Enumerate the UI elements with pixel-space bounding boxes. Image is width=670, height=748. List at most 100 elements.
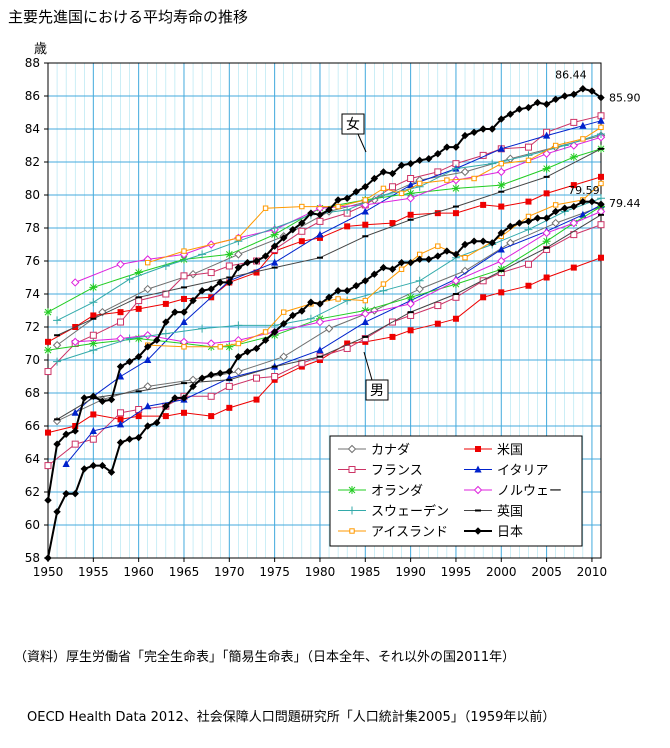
data-point <box>125 357 134 366</box>
y-axis-label: 歳 <box>34 42 47 57</box>
data-point <box>416 180 423 187</box>
data-point <box>407 211 414 218</box>
data-point <box>542 237 551 246</box>
data-point <box>361 277 370 285</box>
data-point <box>262 329 269 335</box>
data-point <box>425 255 433 264</box>
data-point <box>62 459 70 467</box>
data-point <box>234 263 243 272</box>
data-point <box>161 329 170 338</box>
data-point <box>289 311 297 320</box>
data-point <box>53 508 61 516</box>
data-point <box>398 266 405 272</box>
data-point <box>470 237 478 245</box>
data-point <box>117 416 124 423</box>
legend-label: フランス <box>371 464 423 479</box>
data-point <box>107 468 116 476</box>
data-point <box>44 368 52 376</box>
data-point <box>497 144 505 152</box>
data-point <box>498 160 504 167</box>
data-point <box>180 295 187 302</box>
data-point <box>488 239 496 247</box>
data-point <box>397 258 406 267</box>
data-point <box>497 265 506 274</box>
data-point <box>98 461 107 470</box>
y-tick-label: 58 <box>25 551 40 565</box>
data-point <box>480 201 487 208</box>
y-tick-label: 70 <box>25 353 40 367</box>
data-point <box>470 128 478 137</box>
data-point <box>134 268 143 277</box>
y-tick-label: 76 <box>25 254 40 268</box>
x-tick-label: 1995 <box>441 565 472 579</box>
data-point <box>525 282 532 289</box>
data-point <box>533 98 542 107</box>
data-point <box>62 430 70 438</box>
series-7 <box>54 147 604 421</box>
data-point <box>406 189 415 198</box>
data-point <box>471 175 477 182</box>
data-point <box>415 276 424 285</box>
series-line-male <box>56 197 602 363</box>
callout-pointer <box>363 351 373 381</box>
data-point <box>497 256 506 266</box>
data-point <box>307 209 315 217</box>
data-point <box>271 373 279 380</box>
data-point <box>279 234 288 242</box>
data-point <box>270 328 279 336</box>
data-point <box>542 214 551 222</box>
data-point <box>343 344 351 352</box>
y-tick-label: 82 <box>25 155 40 169</box>
callout-box <box>365 379 389 401</box>
data-point <box>388 265 397 273</box>
y-tick-label: 66 <box>25 419 40 433</box>
data-point <box>234 250 243 259</box>
data-point <box>406 293 415 302</box>
data-point <box>335 203 341 210</box>
data-point <box>270 242 279 250</box>
data-point <box>134 433 143 442</box>
data-point <box>343 205 352 214</box>
data-point <box>525 198 532 205</box>
data-point <box>325 206 333 214</box>
data-point <box>569 153 578 162</box>
data-point <box>460 266 470 276</box>
data-point <box>415 255 424 264</box>
data-point <box>460 167 470 177</box>
data-point <box>161 261 170 270</box>
x-tick-label: 2010 <box>577 565 608 579</box>
data-point <box>348 486 356 494</box>
data-point <box>143 284 152 294</box>
life-expectancy-chart: 1950 1955 1960 1965 1970 1975 1980 1985 1990 1995… <box>25 42 641 579</box>
value-annotation: 79.59 <box>568 184 600 197</box>
data-point <box>348 506 356 515</box>
data-point <box>153 418 161 427</box>
data-point <box>569 141 579 150</box>
legend-label: スウェーデン <box>371 504 449 520</box>
data-point <box>597 129 605 138</box>
data-point <box>406 194 415 203</box>
data-point <box>89 283 98 292</box>
data-point <box>434 150 442 158</box>
data-point <box>343 286 351 295</box>
data-point <box>207 371 215 379</box>
data-point <box>270 230 279 239</box>
data-point <box>44 554 52 562</box>
data-point <box>253 269 260 276</box>
data-point <box>497 167 506 177</box>
source-note: （資料）厚生労働省「完全生命表」「簡易生命表」（日本全年、それ以外の国2011年… <box>14 608 555 748</box>
data-point <box>135 413 142 420</box>
data-point <box>334 286 342 295</box>
data-point <box>570 202 578 211</box>
data-point <box>325 293 333 302</box>
x-tick-label: 1985 <box>350 565 381 579</box>
legend-item-4: オランダ <box>338 484 423 499</box>
data-point <box>597 116 605 124</box>
data-point <box>497 229 505 237</box>
data-point <box>579 85 587 93</box>
data-point <box>45 429 51 436</box>
data-point <box>552 142 559 149</box>
data-point <box>171 394 179 402</box>
x-tick-label: 2000 <box>486 565 517 579</box>
data-point <box>597 200 605 208</box>
